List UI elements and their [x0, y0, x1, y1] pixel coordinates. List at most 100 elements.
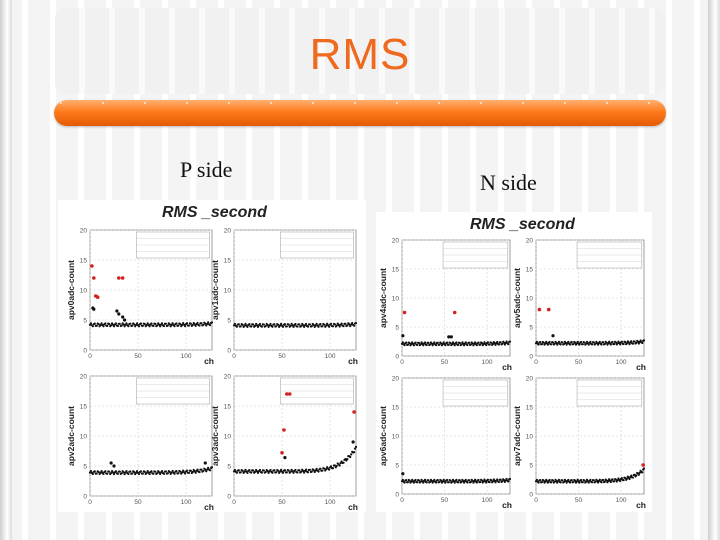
data-point: [462, 481, 466, 484]
data-point: [583, 341, 586, 344]
data-point: [471, 479, 474, 482]
data-point: [405, 478, 408, 482]
data-point: [321, 325, 324, 328]
data-point: [102, 325, 105, 328]
data-point: [630, 340, 633, 343]
data-point: [540, 343, 544, 346]
p-side-plot-panel: RMS _second 0 5 10 15 20 0 50 100 apv0adc-count c…: [58, 200, 366, 512]
data-point: [175, 470, 178, 473]
y-tick-label: 0: [395, 492, 399, 499]
data-point: [605, 479, 608, 482]
data-point: [275, 325, 278, 328]
y-tick-label: 20: [80, 228, 88, 235]
data-point: [631, 342, 635, 345]
data-point: [576, 478, 579, 481]
data-point: [308, 323, 311, 326]
data-point: [546, 481, 550, 484]
data-point: [210, 321, 214, 324]
x-tick-label: 50: [134, 353, 142, 360]
data-point: [200, 468, 203, 471]
y-tick-label: 15: [526, 405, 534, 412]
y-tick-label: 10: [392, 434, 400, 441]
data-point: [342, 461, 345, 464]
data-point: [168, 323, 171, 326]
data-point: [401, 341, 404, 344]
data-point: [354, 445, 358, 448]
data-point: [179, 470, 182, 473]
data-point-highlight: [280, 451, 284, 455]
data-point-highlight: [120, 276, 125, 280]
data-point-outlier: [117, 312, 121, 316]
data-point: [462, 479, 465, 483]
data-point: [583, 479, 586, 482]
data-point: [325, 468, 328, 471]
data-point: [321, 469, 324, 472]
data-point: [97, 470, 100, 474]
data-point: [550, 481, 553, 484]
y-tick-label: 20: [224, 374, 232, 381]
data-point: [544, 480, 547, 483]
data-point: [344, 322, 347, 325]
data-point: [283, 323, 287, 326]
data-point: [436, 341, 439, 344]
data-point: [556, 481, 559, 484]
data-point: [548, 478, 551, 482]
data-point: [442, 478, 445, 481]
data-point: [315, 467, 318, 470]
data-point: [184, 472, 187, 475]
data-point: [428, 480, 432, 483]
data-point: [129, 322, 132, 325]
data-point: [401, 478, 404, 481]
data-point: [488, 343, 491, 346]
data-point: [333, 464, 336, 467]
data-point: [430, 479, 433, 483]
data-point: [600, 343, 603, 346]
data-point: [537, 481, 540, 484]
slide-title: RMS: [309, 30, 411, 79]
data-point: [269, 322, 272, 326]
data-point: [181, 323, 184, 327]
data-point: [491, 480, 495, 483]
data-point: [148, 325, 151, 328]
data-point: [428, 343, 432, 346]
data-point: [207, 321, 210, 324]
data-point: [505, 340, 508, 343]
data-point: [542, 341, 545, 344]
data-point: [480, 342, 484, 345]
x-axis-label: ch: [204, 502, 214, 512]
data-point: [310, 325, 313, 328]
data-point: [351, 321, 354, 325]
x-tick-label: 50: [441, 359, 449, 366]
data-point: [535, 340, 538, 343]
data-point: [447, 343, 450, 346]
data-point: [605, 341, 608, 344]
x-tick-label: 0: [534, 497, 538, 504]
data-point: [323, 467, 326, 470]
y-tick-label: 5: [529, 463, 533, 470]
data-point: [100, 470, 103, 473]
data-point: [139, 322, 143, 325]
data-point: [328, 468, 331, 471]
data-point: [501, 342, 504, 345]
data-point: [433, 341, 436, 344]
x-tick-label: 0: [400, 497, 404, 504]
data-point: [499, 478, 502, 481]
data-point: [300, 470, 303, 473]
data-point: [414, 341, 417, 344]
plot-3: 0 5 10 15 20 0 50 100 apv3adc-count ch: [210, 374, 358, 513]
data-point: [254, 470, 257, 473]
data-point: [508, 477, 512, 481]
data-point: [331, 467, 335, 470]
data-point: [277, 323, 280, 326]
data-point: [631, 476, 635, 479]
x-tick-label: 100: [616, 497, 627, 504]
data-point: [468, 341, 471, 344]
data-point: [578, 481, 581, 484]
data-point: [260, 471, 263, 474]
data-point: [235, 471, 238, 474]
data-point: [587, 481, 590, 484]
data-point: [613, 342, 616, 346]
data-point: [499, 341, 502, 344]
data-point: [325, 324, 328, 327]
